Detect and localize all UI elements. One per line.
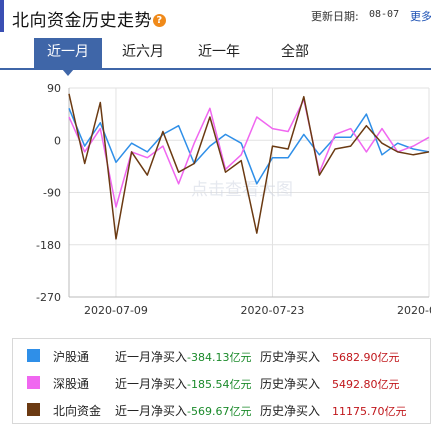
update-date-label: 更新日期: [311, 10, 359, 23]
tab-one-month[interactable]: 近一月 [34, 38, 102, 76]
series-line-0 [68, 108, 430, 185]
y-tick-label: 0 [54, 134, 61, 147]
watermark-text: 点击查看大图 [191, 180, 293, 200]
legend-swatch-northbound [27, 403, 40, 416]
legend-net-value: -384.13亿元 [187, 351, 252, 364]
legend-hist-label: 历史净买入 [260, 377, 321, 391]
question-mark-icon[interactable]: ? [153, 13, 166, 27]
legend-row-shanghai: 沪股通 近一月净买入 -384.13亿元 历史净买入 5682.90亿元 [13, 344, 430, 368]
header-accent-bar [0, 0, 4, 32]
legend-net-label: 近一月净买入 [115, 350, 188, 364]
legend-swatch-shenzhen [27, 376, 40, 389]
x-tick-label: 2020-08-07 [397, 304, 431, 317]
legend-hist-label: 历史净买入 [260, 404, 321, 418]
legend-row-northbound: 北向资金 近一月净买入 -569.67亿元 历史净买入 11175.70亿元 [13, 398, 430, 422]
legend-net-value: -569.67亿元 [187, 405, 252, 418]
legend-name: 深股通 [53, 377, 90, 391]
series-line-2 [68, 93, 430, 240]
x-tick-label: 2020-07-09 [84, 304, 148, 317]
more-link[interactable]: 更多 [410, 10, 431, 23]
legend-net-label: 近一月净买入 [115, 404, 188, 418]
legend-hist-label: 历史净买入 [260, 350, 321, 364]
legend-swatch-shanghai [27, 349, 40, 362]
legend-hist-value: 11175.70亿元 [332, 405, 407, 418]
legend-name: 沪股通 [53, 350, 90, 364]
header: 北向资金历史走势? 更新日期: 08-07 更多 [0, 0, 431, 34]
page-title-text: 北向资金历史走势 [12, 11, 152, 31]
series-line-1 [68, 98, 430, 208]
y-tick-label: -270 [36, 291, 61, 304]
y-tick-label: 90 [47, 82, 61, 95]
legend-name: 北向资金 [53, 404, 102, 418]
y-tick-label: -180 [36, 239, 61, 252]
legend-hist-value: 5492.80亿元 [332, 378, 400, 391]
tab-all[interactable]: 全部 [281, 44, 309, 60]
tab-one-year[interactable]: 近一年 [198, 44, 240, 60]
legend-net-value: -185.54亿元 [187, 378, 252, 391]
tab-six-months[interactable]: 近六月 [122, 44, 164, 60]
legend-hist-value: 5682.90亿元 [332, 351, 400, 364]
legend-row-shenzhen: 深股通 近一月净买入 -185.54亿元 历史净买入 5492.80亿元 [13, 371, 430, 395]
update-date-value: 08-07 [369, 9, 400, 20]
y-tick-label: -90 [43, 187, 61, 200]
page-title: 北向资金历史走势? [12, 6, 166, 31]
x-tick-label: 2020-07-23 [241, 304, 305, 317]
period-tabs: 近一月 近六月 近一年 全部 [0, 38, 431, 76]
northbound-flow-chart[interactable]: 点击查看大图 90 0 -90 -180 -270 2020-07-09 2020-07-2… [0, 70, 431, 328]
legend-table: 沪股通 近一月净买入 -384.13亿元 历史净买入 5682.90亿元 深股通… [12, 338, 431, 424]
legend-net-label: 近一月净买入 [115, 377, 188, 391]
